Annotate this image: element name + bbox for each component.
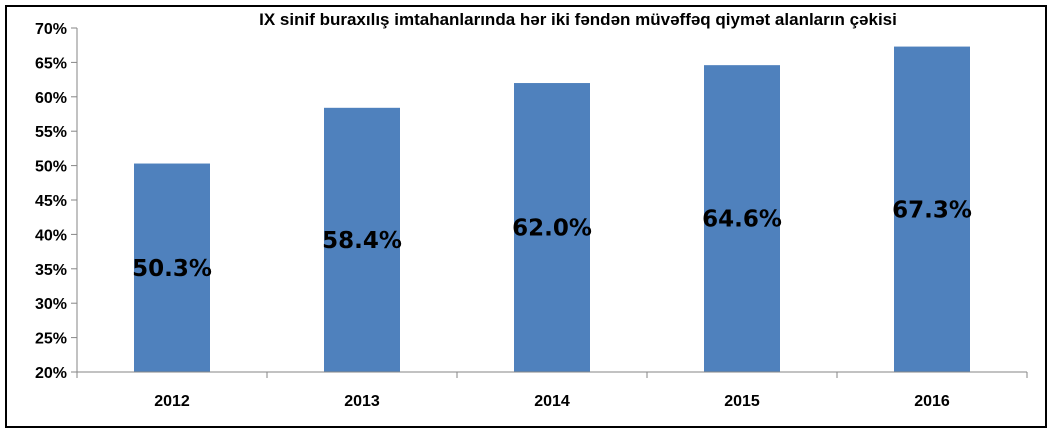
y-tick-label: 25% [35,331,67,348]
x-tick-label: 2015 [724,393,760,410]
data-label: 50.3% [132,256,212,282]
bar [324,107,400,373]
data-label: 62.0% [512,216,592,242]
y-tick-label: 50% [35,159,67,176]
y-tick-label: 65% [35,55,67,72]
bar [894,46,970,373]
x-tick-label: 2013 [344,393,380,410]
y-tick-label: 45% [35,193,67,210]
bar [514,83,590,372]
y-tick-label: 60% [35,90,67,107]
bar [134,163,210,372]
y-tick-label: 35% [35,262,67,279]
y-tick-label: 30% [35,296,67,313]
data-label: 64.6% [702,207,782,233]
chart-title: IX sinif buraxılış imtahanlarında hər ik… [259,10,897,29]
y-tick-label: 70% [35,21,67,38]
y-tick-label: 20% [35,365,67,382]
data-label: 67.3% [892,197,972,223]
x-tick-label: 2014 [534,393,570,410]
bar [704,65,780,372]
data-label: 58.4% [322,228,402,254]
y-tick-label: 55% [35,124,67,141]
y-tick-label: 40% [35,227,67,244]
x-tick-label: 2016 [914,393,950,410]
x-tick-label: 2012 [154,393,190,410]
